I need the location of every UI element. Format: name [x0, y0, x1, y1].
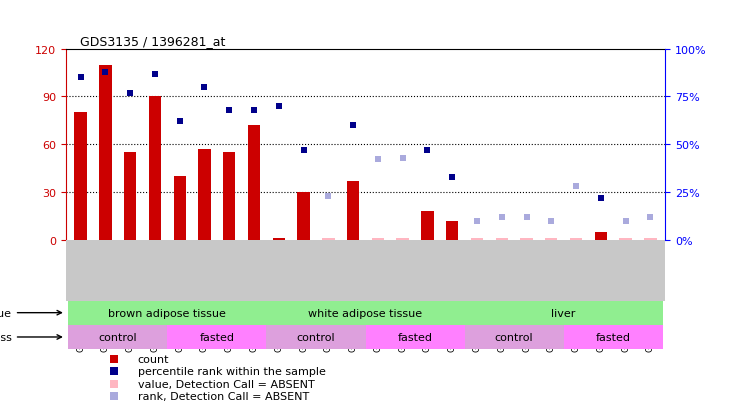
Text: count: count	[137, 354, 169, 364]
Text: brown adipose tissue: brown adipose tissue	[108, 308, 227, 318]
Text: rank, Detection Call = ABSENT: rank, Detection Call = ABSENT	[137, 391, 309, 401]
Bar	[366, 325, 465, 349]
Text: fasted: fasted	[596, 332, 631, 342]
Bar	[520, 239, 533, 240]
Bar	[68, 301, 266, 325]
Text: tissue: tissue	[0, 308, 61, 318]
Text: white adipose tissue: white adipose tissue	[308, 308, 423, 318]
Bar	[496, 239, 508, 240]
Bar	[273, 239, 285, 240]
Bar	[564, 325, 663, 349]
Bar	[545, 239, 558, 240]
Bar	[167, 325, 266, 349]
Bar	[149, 97, 161, 240]
Bar	[471, 239, 483, 240]
Bar	[75, 113, 87, 240]
Text: control: control	[297, 332, 336, 342]
Text: control: control	[495, 332, 534, 342]
Bar	[421, 211, 433, 240]
Bar	[173, 177, 186, 240]
Text: GDS3135 / 1396281_at: GDS3135 / 1396281_at	[80, 35, 226, 47]
Text: fasted: fasted	[200, 332, 235, 342]
Bar	[371, 239, 384, 240]
Bar	[322, 239, 335, 240]
Bar	[68, 325, 167, 349]
Bar	[298, 192, 310, 240]
Bar	[465, 301, 663, 325]
Text: stress: stress	[0, 332, 61, 342]
Text: liver: liver	[551, 308, 576, 318]
Bar	[266, 325, 366, 349]
Bar	[570, 239, 582, 240]
Bar	[99, 65, 112, 240]
Bar	[644, 239, 656, 240]
Bar	[266, 301, 465, 325]
Bar	[465, 325, 564, 349]
Bar	[223, 153, 235, 240]
Text: control: control	[99, 332, 137, 342]
Bar	[594, 232, 607, 240]
Text: fasted: fasted	[398, 332, 433, 342]
Text: percentile rank within the sample: percentile rank within the sample	[137, 366, 325, 377]
Bar	[248, 126, 260, 240]
Text: value, Detection Call = ABSENT: value, Detection Call = ABSENT	[137, 379, 314, 389]
Bar	[347, 181, 360, 240]
Bar	[396, 239, 409, 240]
Bar	[446, 221, 458, 240]
Bar	[198, 150, 211, 240]
Bar	[124, 153, 137, 240]
Bar	[619, 239, 632, 240]
